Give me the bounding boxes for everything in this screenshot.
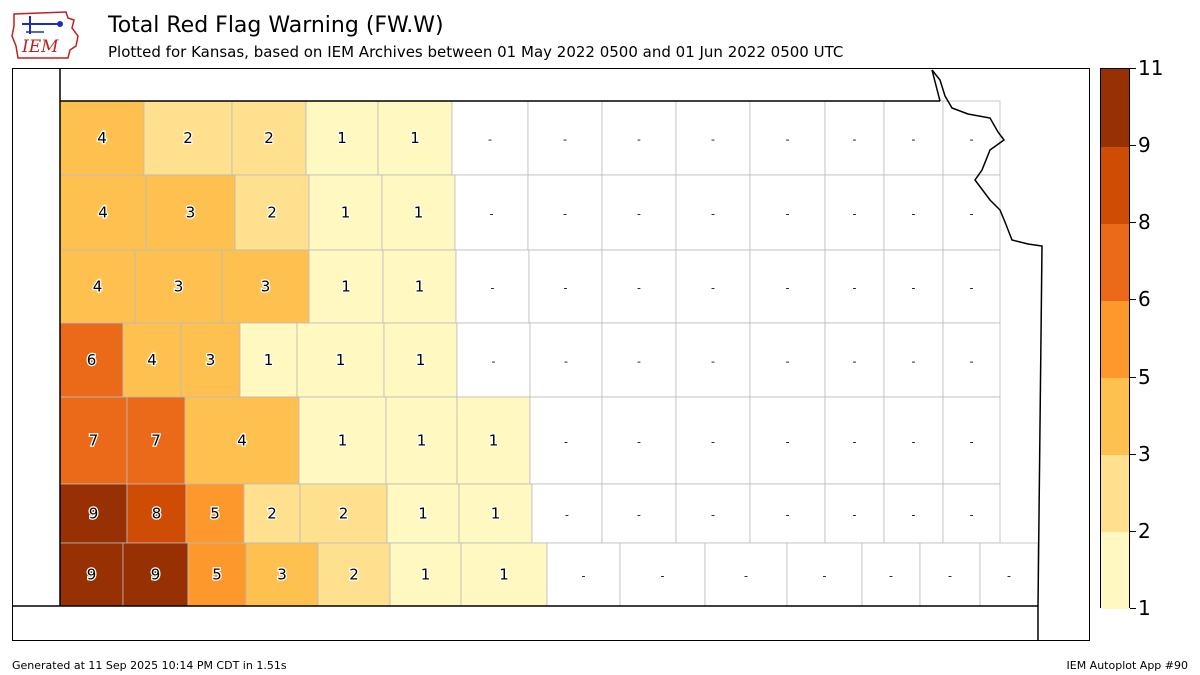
colorbar-tick	[1130, 376, 1136, 378]
colorbar-tick	[1130, 299, 1136, 301]
colorbar-segment	[1101, 223, 1129, 301]
colorbar-segment	[1101, 531, 1129, 610]
colorbar-tick-label: 5	[1138, 364, 1151, 389]
generated-timestamp: Generated at 11 Sep 2025 10:14 PM CDT in…	[12, 659, 287, 672]
colorbar-tick-label: 1	[1138, 596, 1151, 620]
colorbar-segment	[1101, 300, 1129, 379]
colorbar	[1100, 68, 1130, 610]
colorbar-tick-label: 9	[1138, 133, 1151, 158]
colorbar-tick	[1130, 453, 1136, 455]
colorbar-tick-label: 3	[1138, 441, 1151, 466]
colorbar-tick	[1130, 222, 1136, 224]
iem-logo: IEM	[11, 11, 79, 59]
chart-title: Total Red Flag Warning (FW.W)	[108, 13, 444, 38]
colorbar-tick-label: 11	[1138, 56, 1164, 80]
colorbar-tick-label: 6	[1138, 287, 1151, 312]
colorbar-tick	[1130, 530, 1136, 532]
colorbar-segment	[1101, 146, 1129, 224]
colorbar-tick	[1130, 68, 1136, 69]
colorbar-segment	[1101, 377, 1129, 456]
app-credit: IEM Autoplot App #90	[1066, 659, 1189, 672]
chart-subtitle: Plotted for Kansas, based on IEM Archive…	[108, 43, 844, 61]
colorbar-tick	[1130, 608, 1136, 609]
colorbar-segment	[1101, 69, 1129, 147]
colorbar-tick	[1130, 145, 1136, 147]
logo-text: IEM	[21, 37, 59, 57]
colorbar-tick-label: 8	[1138, 210, 1151, 235]
colorbar-segment	[1101, 454, 1129, 533]
colorbar-tick-label: 2	[1138, 518, 1151, 543]
map-frame	[12, 68, 1090, 641]
